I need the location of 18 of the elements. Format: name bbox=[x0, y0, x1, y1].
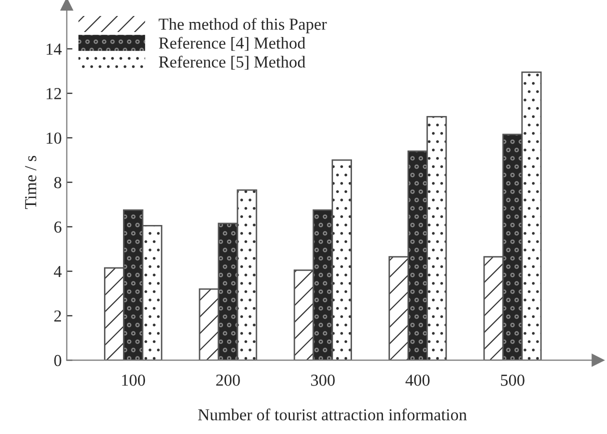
x-tick-label: 500 bbox=[501, 374, 524, 386]
legend-label: Reference [4] Method bbox=[158, 36, 306, 51]
y-tick-label: 0 bbox=[54, 354, 62, 366]
x-tick-label: 300 bbox=[311, 374, 335, 386]
y-tick-label: 2 bbox=[54, 310, 61, 322]
legend-label: Reference [5] Method bbox=[158, 56, 306, 70]
y-axis-title: Time / s bbox=[25, 156, 36, 209]
legend-label: The method of this Paper bbox=[158, 18, 327, 34]
x-tick-label: 200 bbox=[216, 374, 240, 386]
x-tick-label: 100 bbox=[122, 374, 146, 386]
x-axis-title: Number of tourist attraction information bbox=[198, 408, 467, 420]
y-tick-label: 6 bbox=[54, 222, 62, 233]
y-tick-label: 10 bbox=[46, 132, 62, 144]
y-tick-label: 8 bbox=[54, 176, 62, 188]
y-tick-label: 14 bbox=[46, 44, 62, 55]
y-tick-label: 4 bbox=[54, 266, 62, 278]
y-tick-label: 12 bbox=[46, 88, 61, 100]
x-tick-label: 400 bbox=[406, 374, 430, 386]
